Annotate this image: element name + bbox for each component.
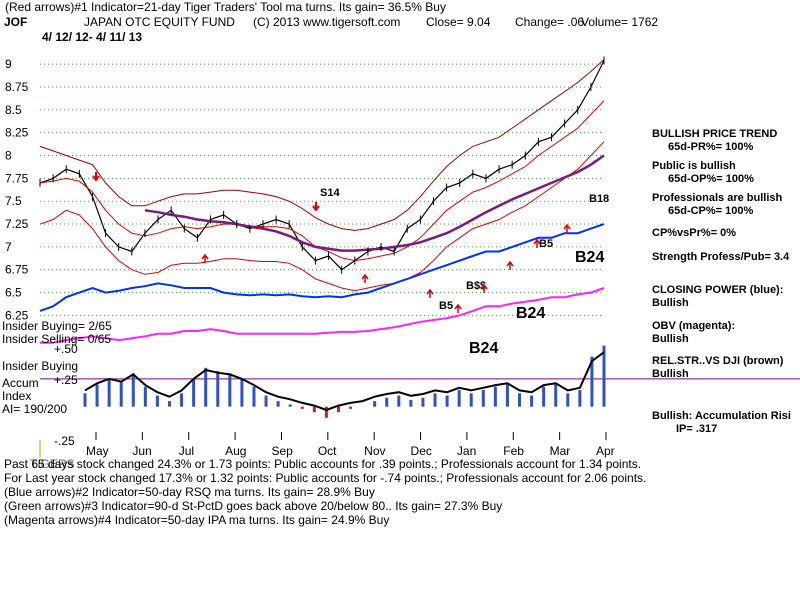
y-tick-label: 6.25 <box>5 308 29 322</box>
annotation-label: B24 <box>469 340 498 357</box>
series-21-day-ma <box>39 100 605 262</box>
pr-value: 65d-PR%= 100% <box>668 141 754 153</box>
x-tick-label: May <box>86 444 109 458</box>
y-tick-label: 8 <box>5 149 12 163</box>
footer-line-3: (Blue arrows)#2 Indicator=50-day RSQ ma … <box>4 485 375 499</box>
cp-vs-pr: CP%vsPr%= 0% <box>652 227 737 239</box>
red-up-arrow <box>201 253 209 263</box>
x-tick-label: Dec <box>411 444 432 458</box>
red-down-arrow <box>92 172 100 182</box>
y-tick-label: 7 <box>5 240 12 254</box>
index-label: Index <box>2 389 32 403</box>
red-down-arrow <box>312 202 320 212</box>
series-obv-magenta <box>40 287 605 344</box>
closing-power-label: CLOSING POWER (blue): <box>652 284 784 296</box>
op-value: 65d-OP%= 100% <box>668 173 754 185</box>
x-tick-label: Aug <box>225 444 246 458</box>
accum-tick-25: +.25 <box>54 373 78 387</box>
annotation-label: B24 <box>516 305 545 322</box>
red-up-arrow <box>480 283 488 293</box>
series-long-ma-purple <box>144 154 605 252</box>
obv-label: OBV (magenta): <box>652 320 736 332</box>
y-tick-label: 7.5 <box>5 194 22 208</box>
volume-value: Volume= 1762 <box>581 15 659 29</box>
x-tick-label: Sep <box>271 444 293 458</box>
strength-ratio: Strength Profess/Pub= 3.4 <box>652 251 790 263</box>
red-up-arrow <box>454 303 462 313</box>
series-upper-band <box>39 59 605 231</box>
y-tick-label: 7.25 <box>5 217 29 231</box>
footer-line-2: For Last year stock changed 17.3% or 1.3… <box>4 471 647 485</box>
annotation-label: B24 <box>575 249 604 266</box>
professional-status: Professionals are bullish <box>652 192 783 204</box>
series-lower-band <box>39 141 605 292</box>
cp-value: 65d-CP%= 100% <box>668 205 754 217</box>
annotation-label: B5 <box>539 238 553 250</box>
symbol: JOF <box>4 15 28 29</box>
footer-overlap-text: TIGERS <box>30 457 75 471</box>
rel-str-label: REL.STR..VS DJI (brown) <box>652 355 784 367</box>
y-tick-label: 6.5 <box>5 286 22 300</box>
ip-value: IP= .317 <box>676 423 718 435</box>
ai-value: AI= 190/200 <box>2 402 68 416</box>
accum-tick-50: +.50 <box>54 342 78 356</box>
x-tick-label: Jun <box>132 444 151 458</box>
x-tick-label: Oct <box>318 444 337 458</box>
annotation-label: S14 <box>320 187 340 199</box>
x-tick-label: Apr <box>596 444 615 458</box>
footer-line-1: Past 65 days stock changed 24.3% or 1.73… <box>4 457 642 471</box>
x-tick-label: Jul <box>179 444 194 458</box>
obv-status: Bullish <box>652 333 689 345</box>
insider-selling-count: Insider Selling= 0/65 <box>2 332 112 346</box>
rel-strength-line <box>84 351 605 412</box>
y-tick-label: 8.75 <box>5 80 29 94</box>
insider-buying-count: Insider Buying= 2/65 <box>2 319 112 333</box>
insider-buying-label: Insider Buying <box>2 359 79 373</box>
x-tick-label: Nov <box>364 444 385 458</box>
accum-tick-minus-25: -.25 <box>54 434 75 448</box>
date-range: 4/ 12/ 12- 4/ 11/ 13 <box>42 30 143 44</box>
y-tick-label: 9 <box>5 57 12 71</box>
indicator-1-line: (Red arrows)#1 Indicator=21-day Tiger Tr… <box>5 0 446 14</box>
copyright: (C) 2013 www.tigersoft.com <box>253 15 401 29</box>
y-tick-label: 8.25 <box>5 126 29 140</box>
x-tick-label: Jan <box>457 444 476 458</box>
public-status: Public is bullish <box>652 160 736 172</box>
x-tick-label: Mar <box>550 444 571 458</box>
footer-line-4: (Green arrows)#3 Indicator=90-d St-PctD … <box>4 499 503 513</box>
annotation-label: B5 <box>439 300 453 312</box>
close-value: Close= 9.04 <box>426 15 491 29</box>
closing-power-status: Bullish <box>652 297 689 309</box>
y-tick-label: 8.5 <box>5 103 22 117</box>
footer-line-5: (Magenta arrows)#4 Indicator=50-day IPA … <box>4 513 390 527</box>
price-chart: 6.25 6.5 6.75 7 7.25 7.5 7.75 8 8.25 8.5 8.75 9 May J… <box>5 56 800 458</box>
trend-heading: BULLISH PRICE TREND <box>652 128 778 140</box>
fund-name: JAPAN OTC EQUITY FUND <box>84 15 235 29</box>
red-up-arrow <box>563 223 571 233</box>
accum-label: Accum <box>2 376 39 390</box>
change-value: Change= .06 <box>515 15 585 29</box>
red-up-arrow <box>506 260 514 270</box>
accum-status: Bullish: Accumulation Risi <box>652 410 791 422</box>
series-closing-power-blue <box>39 223 605 312</box>
rel-str-status: Bullish <box>652 368 689 380</box>
x-tick-label: Feb <box>503 444 524 458</box>
red-up-arrow <box>533 238 541 248</box>
annotation-label: B18 <box>589 193 609 205</box>
red-up-arrow <box>361 273 369 283</box>
red-up-arrow <box>426 288 434 298</box>
y-tick-label: 7.75 <box>5 171 29 185</box>
series-price <box>39 60 605 271</box>
y-tick-label: 6.75 <box>5 263 29 277</box>
